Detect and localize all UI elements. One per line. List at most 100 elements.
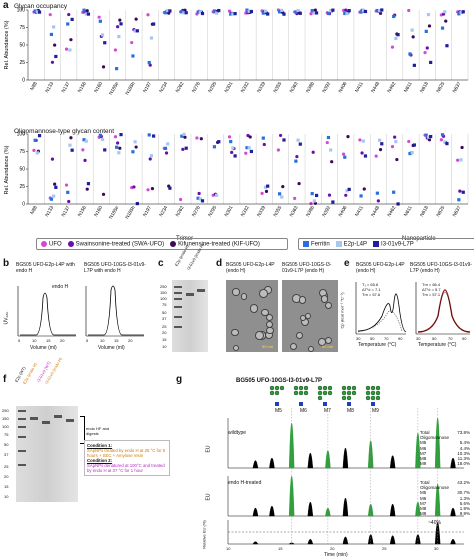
- panel-c-ladder-7: 25: [162, 324, 167, 329]
- mannose-icon: [365, 385, 371, 391]
- panel-g-ylabel-3: Relative EU (%): [201, 520, 207, 549]
- svg-text:N276: N276: [191, 81, 202, 94]
- panel-g-xtick-5: 30: [434, 546, 439, 551]
- mannose-icon: [303, 390, 309, 396]
- svg-text:N392: N392: [321, 81, 332, 94]
- svg-text:N355: N355: [272, 81, 283, 94]
- svg-text:N339: N339: [256, 81, 267, 94]
- svg-text:N262: N262: [175, 81, 186, 94]
- mannose-icon: [341, 395, 347, 401]
- panel-e-xtick-1: 30: [356, 336, 361, 341]
- sec-plot-2: [85, 285, 144, 337]
- panel-d-title-2: BG505 UFO-10GS-I3-01v9-L7P (endo H): [282, 262, 332, 274]
- mannose-icon: [351, 390, 357, 396]
- trace-label-endoh: endo H-treated: [228, 480, 262, 486]
- svg-text:N462: N462: [386, 205, 397, 218]
- svg-text:N276: N276: [191, 205, 202, 218]
- panel-g-xlabel: Time (min): [324, 552, 348, 558]
- panel-b-xtick-4: 20: [60, 338, 65, 343]
- mannose-icon: [317, 385, 323, 391]
- nanoparticle: [232, 288, 240, 296]
- svg-text:75: 75: [19, 149, 25, 155]
- mannose-icon: [365, 395, 371, 401]
- cond2-text: SApNPs denatured at 100°C and treated by…: [87, 463, 165, 473]
- panel-a-chart: 0 25 50 75 100 N88 N133 N137 N156 N160 N185e N185h N…: [4, 8, 469, 220]
- panel-e-dsc-plots: [355, 282, 471, 335]
- panel-label-c: c: [158, 258, 164, 269]
- mannose-icon: [346, 385, 352, 391]
- table-row: M8 1.9%: [420, 506, 470, 512]
- svg-text:25: 25: [19, 60, 25, 66]
- mannose-icon: [346, 390, 352, 396]
- table-row: M6 4.4%: [420, 445, 470, 451]
- svg-text:N156: N156: [77, 81, 88, 94]
- mannose-icon: [375, 385, 381, 391]
- nanoparticle: [320, 295, 329, 303]
- panel-b2-xlabel: Volume (ml): [98, 345, 125, 351]
- svg-text:N197: N197: [142, 205, 153, 218]
- nanoparticle: [231, 328, 239, 336]
- panel-f-ladder-2: 150: [2, 416, 9, 421]
- svg-text:N618: N618: [419, 81, 430, 94]
- panel-e-xtick-4: 90: [398, 336, 403, 341]
- panel-g-chromatograms: [227, 408, 464, 545]
- panel-e-xtick-3: 70: [384, 336, 389, 341]
- mannose-icon: [370, 395, 376, 401]
- mannose-icon: [298, 385, 304, 391]
- panel-b2-xtick-3: 15: [114, 338, 119, 343]
- glycan-label-m9: M9: [372, 408, 379, 414]
- panel-g-ylabel-1: EU: [205, 445, 212, 453]
- cond2-title: Condition 2:: [87, 458, 113, 463]
- table-row: M9 9.9%: [420, 511, 470, 517]
- svg-text:N411: N411: [354, 205, 365, 218]
- panel-c-ladder-3: 100: [160, 296, 167, 301]
- legend-item-ferritin: Ferritin: [303, 240, 330, 247]
- nanoparticle: [324, 302, 333, 310]
- svg-text:N406: N406: [338, 81, 349, 94]
- panel-e2-xlabel: Temperature (°C): [418, 342, 457, 348]
- table-row: M7 5.6%: [420, 500, 470, 506]
- table-row: M5 5.4%: [420, 440, 470, 446]
- panel-label-e: e: [344, 258, 350, 269]
- panel-f-ladder-6: 37: [4, 452, 9, 457]
- panel-f-ladder-10: 10: [4, 494, 9, 499]
- panel-f-ladder-1: 250: [2, 408, 9, 413]
- panel-g-xtick-2: 15: [278, 546, 283, 551]
- mannose-icon: [322, 390, 328, 396]
- svg-text:N355: N355: [272, 205, 283, 218]
- panel-e2-xtick-1: 30: [416, 336, 421, 341]
- table-row: M5 30.7%: [420, 490, 470, 496]
- svg-text:N160: N160: [93, 205, 104, 218]
- svg-text:75: 75: [19, 25, 25, 31]
- sec-plot-1: [17, 286, 76, 337]
- svg-text:N160: N160: [93, 81, 104, 94]
- svg-text:N363: N363: [289, 205, 300, 218]
- legend-item-e2p: E2p-L4P: [335, 240, 367, 247]
- svg-text:N339: N339: [256, 205, 267, 218]
- mannose-icon: [303, 385, 309, 391]
- mannose-icon: [370, 390, 376, 396]
- nanoparticle: [265, 326, 274, 335]
- svg-text:N262: N262: [175, 205, 186, 218]
- panel-e-stats-2-2: ΔT½ = 5.7: [422, 287, 441, 292]
- mannose-icon: [269, 390, 275, 396]
- cond1-text: SApNPs treated by endo H at 25 °C for 5 …: [87, 448, 166, 458]
- em-image-e2p: [226, 280, 278, 352]
- svg-text:100: 100: [17, 132, 26, 138]
- svg-text:N386: N386: [305, 81, 316, 94]
- nanoparticle: [260, 308, 269, 317]
- nanoparticle: [295, 331, 303, 339]
- panel-c-ladder-10: 10: [162, 344, 167, 349]
- svg-text:50: 50: [19, 43, 25, 49]
- legend-item-i301: I3-01v9-L7P: [373, 240, 414, 247]
- panel-f-ladder-8: 20: [4, 474, 9, 479]
- svg-text:Rel. Abundance (%): Rel. Abundance (%): [4, 145, 10, 194]
- panel-d-scalebar-2: 50 nm: [322, 344, 334, 349]
- cond1-title: Condition 1:: [87, 443, 113, 448]
- summary-table-wildtype: Total Oligomannose 73.8% M5 5.4% M6 4.4% M7…: [420, 430, 470, 466]
- svg-text:N392: N392: [321, 205, 332, 218]
- mannose-icon: [370, 385, 376, 391]
- panel-e-title-1: BG505 UFO-E2p-L4P (endo H): [356, 262, 405, 274]
- table-row: M9 18.0%: [420, 461, 470, 467]
- panel-c-ladder-1: 250: [160, 284, 167, 289]
